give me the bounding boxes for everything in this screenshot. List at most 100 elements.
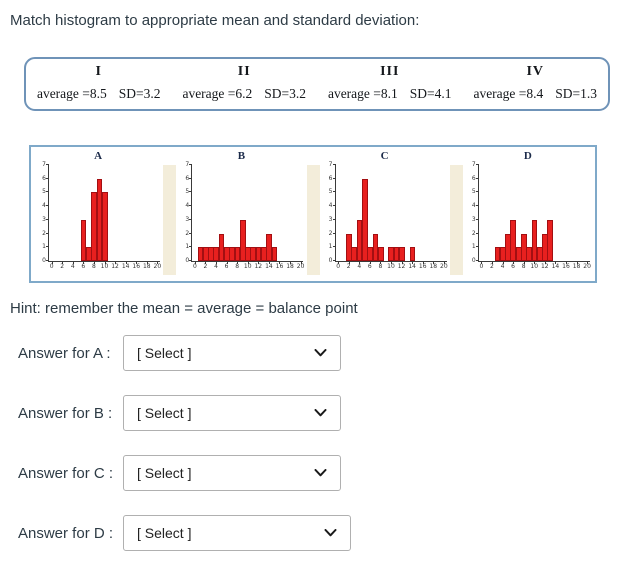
x-axis-tick-label: 14 <box>121 263 130 270</box>
divider-strip <box>306 165 320 275</box>
y-axis-tick-label: 6 <box>471 174 476 182</box>
histogram-c: C 0 1 2 3 4 5 6 7 0 2 4 6 8 10 12 14 16 18 20 <box>321 149 449 279</box>
option-sd: SD=3.2 <box>264 86 307 101</box>
plot-area: 0 1 2 3 4 5 6 7 0 2 4 6 8 10 12 14 16 18 20 <box>329 162 448 270</box>
y-axis-tick <box>189 177 193 179</box>
y-axis-tick-label: 5 <box>185 188 190 196</box>
y-axis-tick-label: 3 <box>185 215 190 223</box>
option-column-1: I average =8.5 SD=3.2 <box>26 59 172 109</box>
x-axis-tick-label: 2 <box>490 263 494 270</box>
option-column-2: II average =6.2 SD=3.2 <box>172 59 318 109</box>
x-axis-tick <box>226 261 228 264</box>
y-axis-tick <box>332 191 336 193</box>
histogram-a: A 0 1 2 3 4 5 6 7 0 2 4 6 8 10 12 14 16 18 20 <box>34 149 162 279</box>
chevron-down-icon <box>314 469 327 477</box>
x-axis-tick <box>513 261 515 264</box>
histogram-bar <box>372 233 379 261</box>
y-axis-tick-label: 7 <box>42 161 46 168</box>
y-axis-tick-label: 2 <box>471 229 476 237</box>
y-axis-tick-label: 1 <box>42 243 46 251</box>
x-axis-tick-label: 8 <box>521 263 526 270</box>
x-axis-tick <box>523 261 525 264</box>
x-axis-tick-label: 10 <box>243 263 252 270</box>
histogram-bar <box>80 219 87 261</box>
x-axis-tick <box>412 261 414 264</box>
options-box: I average =8.5 SD=3.2 II average =6.2 SD=3… <box>24 57 610 111</box>
answer-label-a: Answer for A : <box>18 344 111 362</box>
option-sd: SD=3.2 <box>118 86 161 101</box>
x-axis-tick <box>247 261 249 264</box>
y-axis-tick-label: 3 <box>328 215 333 223</box>
x-axis-tick-label: 4 <box>357 263 362 270</box>
x-axis-tick-label: 6 <box>511 263 516 270</box>
x-axis-tick <box>481 261 483 264</box>
x-axis-tick-label: 10 <box>100 263 109 270</box>
histogram-bar <box>239 219 246 261</box>
x-axis-tick-label: 10 <box>387 263 395 270</box>
y-axis-tick <box>46 218 49 220</box>
answer-row-d: Answer for D : [ Select ] <box>18 515 351 551</box>
answer-select-a[interactable]: [ Select ] <box>123 335 341 371</box>
chart-title: A <box>94 150 103 162</box>
y-axis-tick-label: 1 <box>185 243 190 251</box>
y-axis-tick <box>46 177 49 179</box>
y-axis-tick-label: 3 <box>471 215 476 223</box>
x-axis-tick-label: 20 <box>296 263 305 270</box>
x-axis-tick-label: 14 <box>408 263 416 270</box>
histogram-bar <box>361 178 368 261</box>
answer-select-b[interactable]: [ Select ] <box>123 395 341 431</box>
x-axis-tick <box>359 261 361 264</box>
option-numeral: II <box>237 64 251 79</box>
y-axis-tick-label: 2 <box>328 229 333 237</box>
x-axis-tick-label: 2 <box>60 263 65 270</box>
x-axis-tick-label: 0 <box>49 263 54 270</box>
y-axis-tick <box>475 205 479 207</box>
x-axis-tick <box>72 261 74 264</box>
option-sd: SD=1.3 <box>555 86 598 101</box>
y-axis-tick <box>189 218 193 220</box>
y-axis-tick <box>475 232 479 234</box>
answer-select-d[interactable]: [ Select ] <box>123 515 351 551</box>
x-axis-tick-label: 16 <box>132 263 141 270</box>
answer-select-c[interactable]: [ Select ] <box>123 455 341 491</box>
y-axis-tick <box>332 205 336 207</box>
x-axis-tick <box>491 261 493 264</box>
chevron-down-icon <box>314 409 327 417</box>
x-axis-tick-label: 16 <box>275 263 284 270</box>
x-axis-tick <box>348 261 350 264</box>
option-column-3: III average =8.1 SD=4.1 <box>317 59 463 109</box>
chart-title: D <box>523 150 532 162</box>
x-axis-tick <box>237 261 239 264</box>
y-axis-tick-label: 0 <box>328 257 333 264</box>
x-axis-tick-label: 12 <box>540 263 549 270</box>
x-axis-tick <box>422 261 424 264</box>
y-axis-tick <box>189 246 193 248</box>
histogram-bar <box>266 233 273 261</box>
y-axis-tick <box>332 164 336 165</box>
histogram-bar <box>531 219 538 261</box>
x-axis-tick-label: 18 <box>286 263 294 270</box>
x-axis-tick <box>587 261 589 264</box>
select-value: [ Select ] <box>137 525 192 541</box>
answer-row-b: Answer for B : [ Select ] <box>18 395 351 431</box>
y-axis-tick <box>475 177 479 179</box>
x-axis-tick <box>216 261 218 264</box>
x-axis-tick-label: 0 <box>192 263 197 270</box>
x-axis-tick-label: 18 <box>142 263 151 270</box>
x-axis-tick-label: 18 <box>429 263 438 270</box>
y-axis-tick <box>332 246 336 248</box>
y-axis-tick <box>332 232 336 234</box>
select-value: [ Select ] <box>137 465 192 481</box>
histogram-bar <box>510 219 517 261</box>
x-axis-tick <box>51 261 53 264</box>
x-axis-tick-label: 20 <box>153 263 162 270</box>
option-average: average =8.5 <box>36 86 107 101</box>
y-axis-tick <box>332 177 336 179</box>
histogram-bar <box>547 219 554 261</box>
answer-label-c: Answer for C : <box>18 464 114 482</box>
x-axis-tick <box>369 261 371 264</box>
y-axis-tick-label: 6 <box>185 174 190 182</box>
y-axis-tick-label: 5 <box>42 188 46 196</box>
option-values: average =8.5 SD=3.2 <box>37 86 161 102</box>
